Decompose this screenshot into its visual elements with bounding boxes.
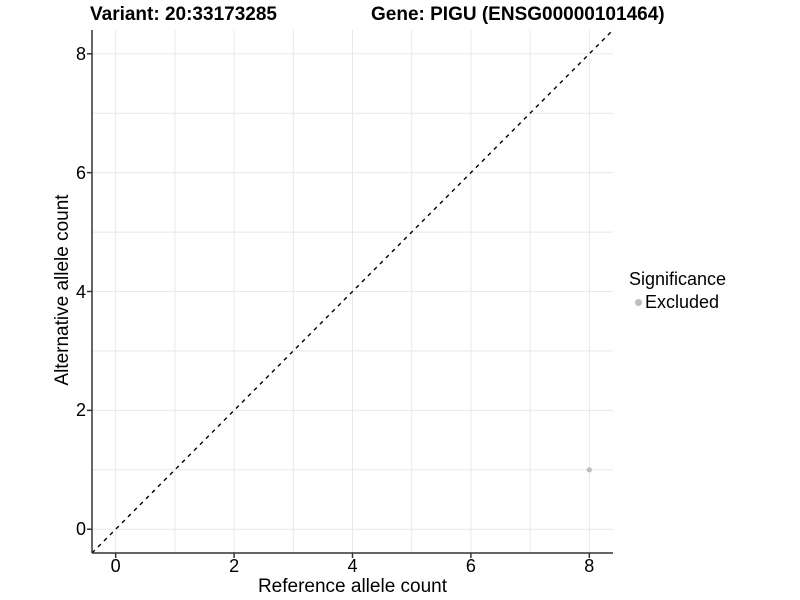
legend-title: Significance [629,269,727,289]
x-tick-label: 2 [229,556,240,576]
x-axis-title: Reference allele count [257,576,448,597]
x-tick-label: 8 [584,556,595,576]
y-tick-label: 4 [75,281,86,302]
x-tick-label: 4 [347,556,358,576]
identity-dashed-line [91,29,614,554]
y-tick-label: 2 [75,400,86,421]
legend-item-label: Excluded [645,292,720,312]
x-tick-label: 6 [465,556,476,576]
y-tick-label: 0 [75,519,86,540]
legend-item-excluded: Excluded [629,292,726,313]
y-tick-label: 6 [75,162,86,183]
y-tick-label: 8 [75,43,86,64]
excluded-point-icon [635,299,642,306]
legend: Significance Excluded [629,269,726,313]
variant-title: Variant: 20:33173285 [90,4,277,25]
gene-title: Gene: PIGU (ENSG00000101464) [371,4,665,25]
plot-panel [87,29,614,558]
scatter-plot-canvas [87,29,614,558]
x-tick-label: 0 [110,556,121,576]
data-point-excluded [586,467,592,473]
